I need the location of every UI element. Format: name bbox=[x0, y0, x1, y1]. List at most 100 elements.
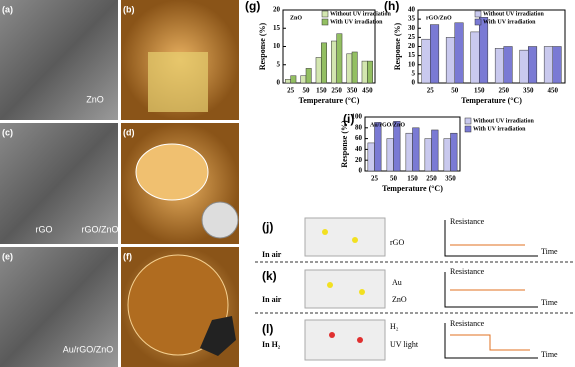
x-tick-label: 150 bbox=[316, 87, 327, 95]
axis bbox=[444, 220, 538, 257]
schematic-art bbox=[255, 217, 575, 361]
bar bbox=[321, 42, 327, 84]
y-tick-label: 10 bbox=[408, 60, 416, 68]
axis bbox=[444, 323, 538, 359]
au-particle bbox=[352, 237, 358, 243]
inset bbox=[201, 201, 239, 239]
condition: In air bbox=[262, 250, 282, 259]
y-tick-label: 35 bbox=[408, 15, 416, 23]
h2-molecule bbox=[357, 337, 363, 343]
inset bbox=[200, 316, 236, 356]
y-tick-label: 25 bbox=[408, 33, 416, 41]
legend-swatch bbox=[321, 10, 329, 18]
panel-label: (b) bbox=[123, 4, 135, 14]
bar bbox=[305, 68, 312, 84]
bar bbox=[351, 51, 358, 84]
bar bbox=[421, 38, 431, 84]
bar bbox=[519, 49, 529, 84]
y-tick-label: 80 bbox=[355, 123, 363, 131]
x-tick-label: 50 bbox=[303, 87, 311, 95]
x-tick-label: 250 bbox=[499, 87, 510, 95]
graphene-sheet bbox=[304, 319, 386, 361]
y-tick-label: 5 bbox=[277, 60, 281, 68]
y-tick-label: 20 bbox=[273, 6, 281, 14]
sem-image bbox=[0, 123, 118, 244]
legend-label: Without UV irradiation bbox=[483, 11, 544, 17]
bar bbox=[367, 60, 373, 84]
bar bbox=[470, 31, 480, 84]
annotation: Au bbox=[392, 278, 402, 287]
y-tick-label: 40 bbox=[408, 6, 416, 14]
chart-title: ZnO bbox=[290, 15, 302, 21]
y-tick-label: 15 bbox=[408, 51, 416, 59]
image-caption: ZnO bbox=[86, 94, 104, 104]
bar bbox=[412, 127, 420, 172]
legend-swatch bbox=[464, 117, 472, 125]
x-tick-label: 150 bbox=[474, 87, 485, 95]
legend-swatch bbox=[464, 125, 472, 133]
chart-title: Au/rGO/ZnO bbox=[370, 122, 405, 128]
legend-swatch bbox=[474, 10, 482, 18]
bar bbox=[336, 33, 343, 84]
y-tick-label: 5 bbox=[412, 69, 416, 77]
sem-image bbox=[0, 0, 118, 120]
y-tick-label: 30 bbox=[408, 24, 416, 32]
crystal bbox=[135, 143, 209, 201]
y-tick-label: 40 bbox=[355, 145, 363, 153]
bar bbox=[386, 138, 394, 172]
annotation: ZnO bbox=[392, 295, 407, 304]
panel-label: (d) bbox=[123, 127, 135, 137]
bar bbox=[393, 121, 401, 172]
bar bbox=[361, 60, 368, 84]
legend-swatch bbox=[321, 18, 329, 26]
bar bbox=[528, 46, 538, 84]
graph-x-label: Time bbox=[541, 298, 558, 307]
bar bbox=[543, 46, 553, 84]
graphene-sheet bbox=[304, 217, 386, 257]
x-tick-label: 25 bbox=[371, 175, 379, 183]
graphene-sheet bbox=[304, 269, 386, 309]
x-tick-label: 25 bbox=[427, 87, 435, 95]
y-tick-label: 60 bbox=[355, 134, 363, 142]
y-tick-label: 20 bbox=[355, 156, 363, 164]
bar bbox=[503, 46, 513, 84]
x-tick-label: 450 bbox=[362, 87, 373, 95]
graph-x-label: Time bbox=[541, 350, 558, 359]
legend-label: With UV irradiation bbox=[483, 19, 536, 25]
y-axis-label: Response (%) bbox=[393, 23, 402, 71]
bar bbox=[454, 22, 464, 84]
bar bbox=[300, 75, 307, 84]
condition: In H₂ bbox=[262, 340, 281, 349]
x-tick-label: 350 bbox=[523, 87, 534, 95]
x-tick-label: 50 bbox=[390, 175, 398, 183]
panel-label: (e) bbox=[2, 251, 13, 261]
annotation: H₂ bbox=[390, 322, 399, 331]
chart-title: rGO/ZnO bbox=[426, 15, 452, 21]
annotation: UV light bbox=[390, 340, 419, 349]
bar bbox=[285, 79, 291, 84]
x-axis-label: Temperature (°C) bbox=[461, 96, 522, 105]
panel-label: (g) bbox=[245, 0, 260, 13]
panel-label: (a) bbox=[2, 4, 13, 14]
au-particle bbox=[359, 289, 365, 295]
bar bbox=[331, 40, 337, 84]
bar bbox=[405, 132, 413, 172]
panel-label: (i) bbox=[343, 112, 354, 126]
y-tick-label: 10 bbox=[273, 42, 281, 50]
x-tick-label: 25 bbox=[287, 87, 295, 95]
x-axis-label: Temperature (°C) bbox=[299, 96, 360, 105]
x-tick-label: 150 bbox=[407, 175, 418, 183]
legend-label: Without UV irradiation bbox=[473, 118, 534, 124]
legend-label: With UV irradiation bbox=[330, 19, 383, 25]
legend-swatch bbox=[474, 18, 482, 26]
bar bbox=[424, 138, 432, 172]
y-tick-label: 100 bbox=[352, 113, 363, 121]
panel-label: (l) bbox=[262, 322, 273, 336]
bar bbox=[374, 122, 382, 172]
bar bbox=[479, 17, 489, 84]
bar bbox=[494, 48, 504, 84]
bar bbox=[450, 132, 458, 172]
au-particle bbox=[322, 229, 328, 235]
bar bbox=[346, 53, 353, 84]
y-tick-label: 20 bbox=[408, 42, 416, 50]
